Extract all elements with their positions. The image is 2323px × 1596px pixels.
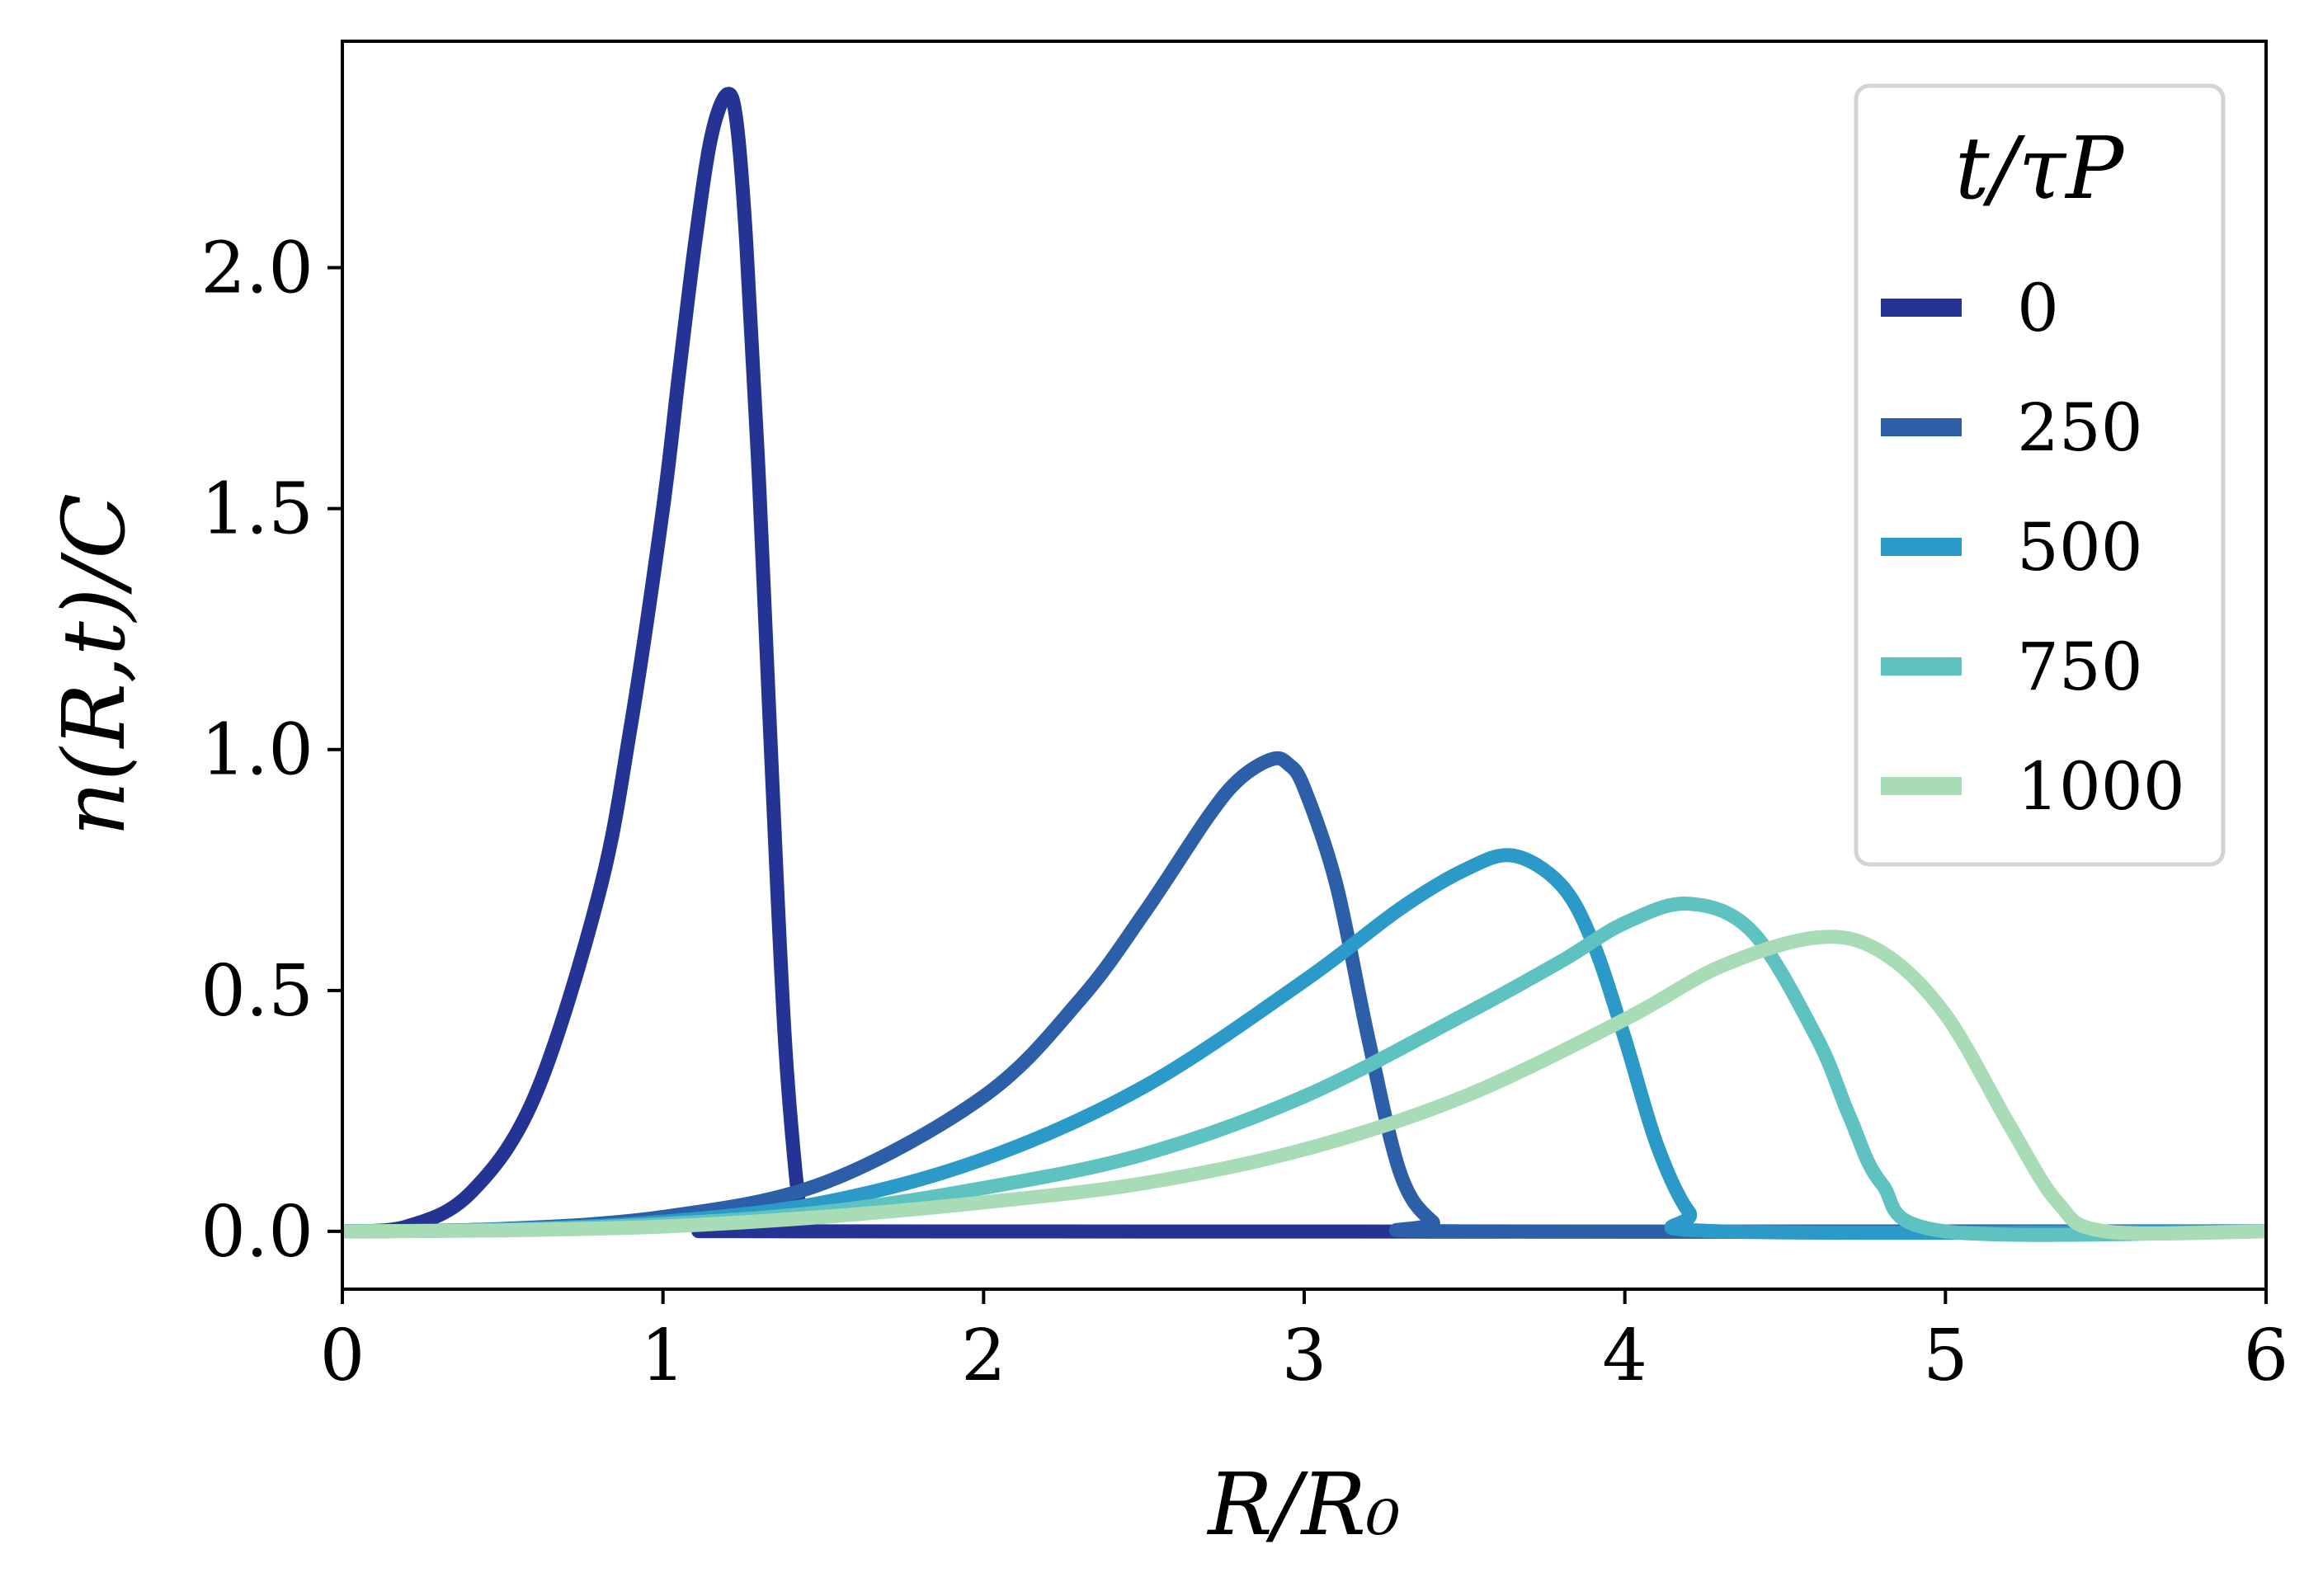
legend-label: 1000 bbox=[2017, 748, 2185, 825]
y-tick-label: 2.0 bbox=[200, 228, 313, 310]
legend-label: 0 bbox=[2017, 270, 2059, 346]
legend-label: 250 bbox=[2017, 389, 2143, 466]
series-layer bbox=[342, 87, 2266, 1242]
x-axis-label: R/R₀ bbox=[1206, 1454, 1400, 1555]
x-tick-label: 0 bbox=[320, 1315, 365, 1397]
x-tick-label: 2 bbox=[961, 1315, 1006, 1397]
y-tick-label: 0.5 bbox=[200, 950, 313, 1033]
y-tick-label: 1.5 bbox=[200, 468, 313, 551]
plot-area bbox=[342, 87, 2266, 1242]
legend-items: 0 250 500 750 1000 bbox=[1881, 270, 2185, 825]
series-line-4 bbox=[342, 930, 2266, 1241]
x-tick-label: 6 bbox=[2244, 1315, 2289, 1397]
y-tick-label: 1.0 bbox=[200, 709, 313, 792]
legend-label: 750 bbox=[2017, 629, 2143, 705]
x-tick-label: 1 bbox=[640, 1315, 686, 1397]
y-axis-label: n(R,t)/C bbox=[44, 493, 144, 836]
y-tick-label: 0.0 bbox=[200, 1191, 313, 1274]
legend-title: t/τP bbox=[1955, 118, 2125, 219]
x-axis: 0 1 2 3 4 5 6 bbox=[320, 1289, 2289, 1397]
y-axis: 0.0 0.5 1.0 1.5 2.0 bbox=[200, 228, 342, 1274]
x-tick-label: 4 bbox=[1602, 1315, 1647, 1397]
legend-label: 500 bbox=[2017, 509, 2143, 586]
legend: t/τP 0 250 500 750 1000 bbox=[1854, 83, 2226, 867]
x-tick-label: 3 bbox=[1282, 1315, 1327, 1397]
x-tick-label: 5 bbox=[1923, 1315, 1968, 1397]
series-line-1 bbox=[342, 751, 2266, 1240]
